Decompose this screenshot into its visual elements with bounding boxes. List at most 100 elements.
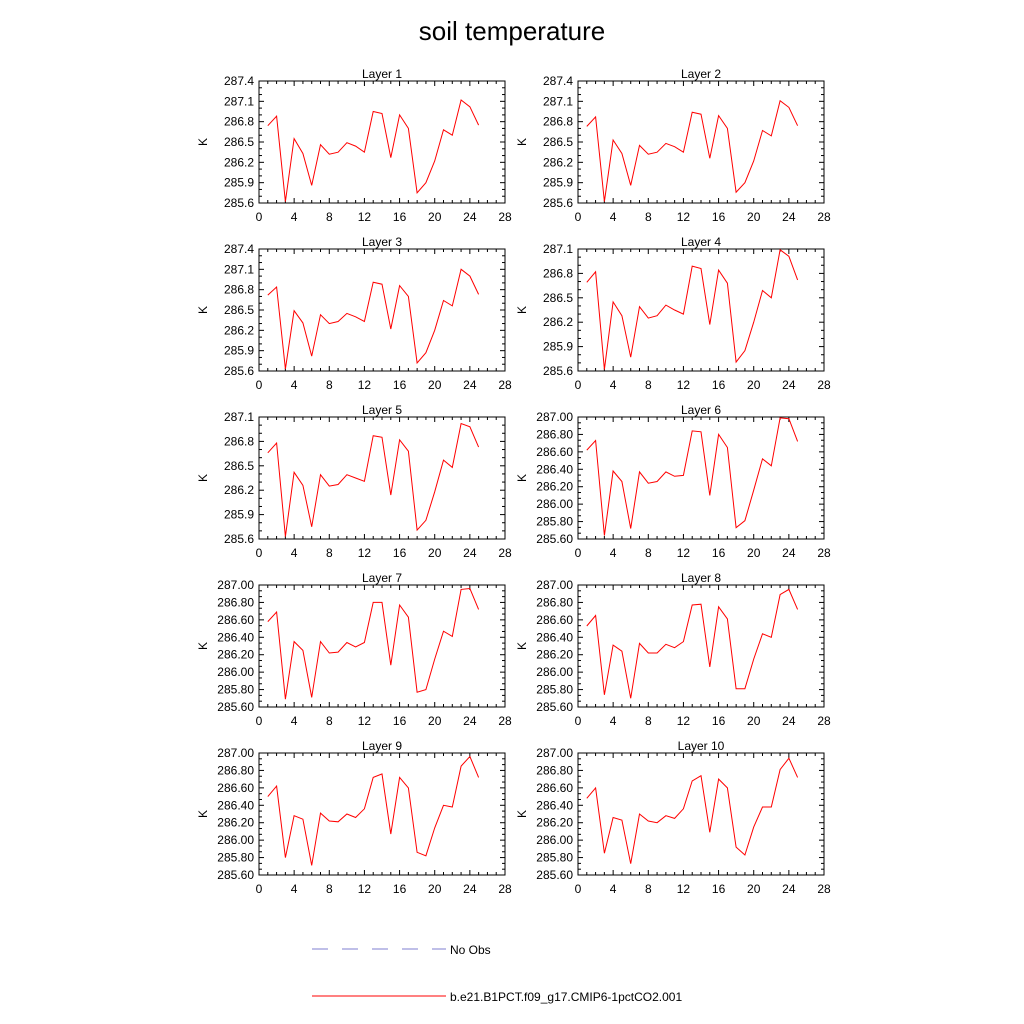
x-tick-label: 20 <box>747 546 761 560</box>
y-tick-label: 285.60 <box>536 700 573 714</box>
x-tick-label: 8 <box>326 378 333 392</box>
y-tick-label: 286.80 <box>217 763 254 777</box>
x-tick-label: 24 <box>782 378 796 392</box>
y-tick-label: 287.00 <box>536 410 573 424</box>
x-tick-label: 0 <box>575 714 582 728</box>
y-tick-label: 286.60 <box>217 781 254 795</box>
x-tick-label: 0 <box>256 714 263 728</box>
y-tick-label: 287.00 <box>217 746 254 760</box>
panel-layer-2: Layer 2 K 0 4 8 12 16 20 24 28 285.6 285.9 286.2 286.… <box>515 67 831 224</box>
y-tick-label: 285.80 <box>217 851 254 865</box>
y-tick-label: 287.1 <box>224 94 254 108</box>
y-axis-label: K <box>515 810 529 818</box>
x-tick-label: 4 <box>291 378 298 392</box>
y-tick-label: 286.2 <box>543 155 573 169</box>
panel-layer-4: Layer 4 K 0 4 8 12 16 20 24 28 285.6 285.9 286.2 286.… <box>515 235 831 392</box>
x-tick-label: 0 <box>256 882 263 896</box>
y-tick-label: 286.60 <box>536 445 573 459</box>
panel-layer-6: Layer 6 K 0 4 8 12 16 20 24 28 285.60 285.80 286.00 2… <box>515 403 831 560</box>
y-tick-label: 286.8 <box>543 115 573 129</box>
x-tick-label: 0 <box>575 546 582 560</box>
y-tick-label: 286.20 <box>217 816 254 830</box>
x-tick-label: 4 <box>291 546 298 560</box>
panel-title: Layer 9 <box>362 739 402 753</box>
x-tick-label: 28 <box>498 546 512 560</box>
y-tick-label: 287.4 <box>543 74 573 88</box>
x-tick-label: 4 <box>291 882 298 896</box>
x-tick-label: 28 <box>498 882 512 896</box>
x-tick-label: 12 <box>677 882 691 896</box>
y-axis-label: K <box>515 138 529 146</box>
y-tick-label: 285.6 <box>224 532 254 546</box>
y-tick-label: 286.00 <box>536 833 573 847</box>
x-tick-label: 20 <box>428 210 442 224</box>
x-tick-label: 0 <box>256 210 263 224</box>
panel-layer-8: Layer 8 K 0 4 8 12 16 20 24 28 285.60 285.80 286.00 2… <box>515 571 831 728</box>
x-tick-label: 4 <box>610 546 617 560</box>
x-tick-label: 20 <box>747 210 761 224</box>
y-axis-label: K <box>196 474 210 482</box>
x-tick-label: 16 <box>393 546 407 560</box>
series-line <box>267 422 480 537</box>
x-tick-label: 12 <box>358 714 372 728</box>
y-tick-label: 286.40 <box>536 798 573 812</box>
y-tick-label: 285.6 <box>543 364 573 378</box>
x-tick-label: 4 <box>610 210 617 224</box>
x-tick-label: 8 <box>645 714 652 728</box>
x-tick-label: 8 <box>645 378 652 392</box>
x-tick-label: 8 <box>326 714 333 728</box>
x-tick-label: 0 <box>575 378 582 392</box>
plot-frame <box>258 248 506 372</box>
panel-title: Layer 2 <box>681 67 721 81</box>
x-tick-label: 16 <box>712 714 726 728</box>
x-tick-label: 4 <box>610 882 617 896</box>
y-tick-label: 286.60 <box>536 613 573 627</box>
y-tick-label: 286.40 <box>217 798 254 812</box>
series-line <box>267 587 480 700</box>
x-tick-label: 16 <box>712 210 726 224</box>
y-tick-label: 286.5 <box>543 135 573 149</box>
x-tick-label: 8 <box>326 210 333 224</box>
y-tick-label: 286.00 <box>217 833 254 847</box>
y-tick-label: 285.6 <box>543 196 573 210</box>
x-tick-label: 20 <box>747 714 761 728</box>
y-tick-label: 286.40 <box>536 630 573 644</box>
y-tick-label: 286.80 <box>217 595 254 609</box>
series-line <box>267 755 480 866</box>
y-tick-label: 285.6 <box>224 364 254 378</box>
x-tick-label: 16 <box>712 882 726 896</box>
y-tick-label: 287.00 <box>536 578 573 592</box>
series-line <box>586 417 799 536</box>
x-tick-label: 4 <box>610 714 617 728</box>
x-tick-label: 20 <box>747 882 761 896</box>
x-tick-label: 0 <box>575 210 582 224</box>
x-tick-label: 28 <box>498 714 512 728</box>
x-tick-label: 24 <box>463 882 477 896</box>
y-axis-label: K <box>196 138 210 146</box>
y-tick-label: 285.60 <box>217 868 254 882</box>
x-tick-label: 16 <box>393 210 407 224</box>
y-axis-label: K <box>196 642 210 650</box>
x-tick-label: 8 <box>645 882 652 896</box>
x-tick-label: 12 <box>358 546 372 560</box>
y-tick-label: 287.4 <box>224 242 254 256</box>
y-tick-label: 286.5 <box>543 291 573 305</box>
x-tick-label: 12 <box>677 210 691 224</box>
y-tick-label: 285.80 <box>536 515 573 529</box>
y-tick-label: 286.80 <box>536 595 573 609</box>
y-tick-label: 286.5 <box>224 303 254 317</box>
x-tick-label: 4 <box>291 210 298 224</box>
panel-title: Layer 5 <box>362 403 402 417</box>
panel-layer-9: Layer 9 K 0 4 8 12 16 20 24 28 285.60 285.80 286.00 2… <box>196 739 512 896</box>
x-tick-label: 24 <box>782 882 796 896</box>
x-tick-label: 20 <box>428 378 442 392</box>
legend: No Obs b.e21.B1PCT.f09_g17.CMIP6-1pctCO2… <box>312 943 682 1004</box>
x-tick-label: 24 <box>463 714 477 728</box>
x-tick-label: 20 <box>428 546 442 560</box>
panel-layer-10: Layer 10 K 0 4 8 12 16 20 24 28 285.60 285.80 286.00… <box>515 739 831 896</box>
y-tick-label: 286.40 <box>536 462 573 476</box>
x-tick-label: 20 <box>428 714 442 728</box>
y-axis-label: K <box>515 474 529 482</box>
x-tick-label: 16 <box>712 546 726 560</box>
